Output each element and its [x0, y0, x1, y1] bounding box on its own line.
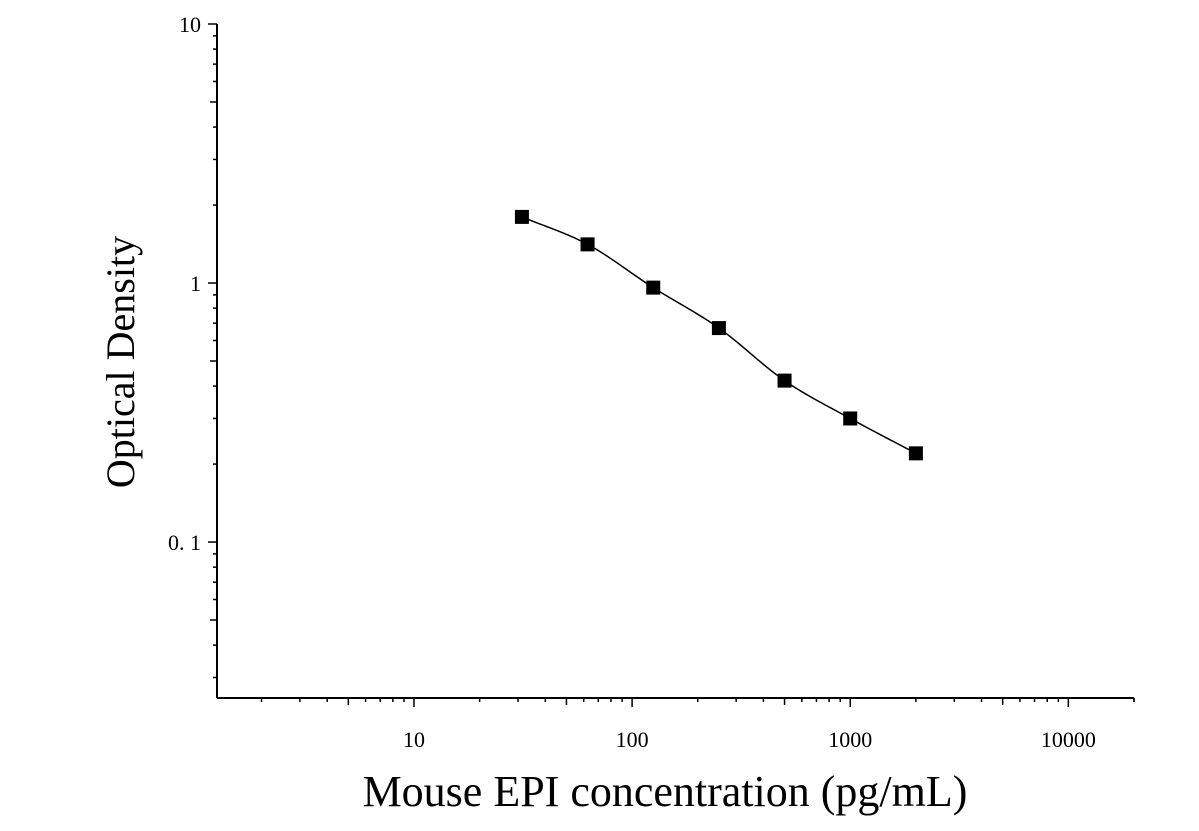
y-axis-title: Optical Density — [98, 236, 143, 488]
y-tick-label: 1 — [190, 271, 201, 296]
x-axis-title: Mouse EPI concentration (pg/mL) — [363, 767, 968, 816]
y-tick-label: 10 — [179, 12, 201, 37]
axes — [216, 24, 1134, 699]
x-tick-label: 100 — [616, 727, 649, 752]
data-point-marker — [777, 373, 792, 388]
data-point-marker — [646, 280, 661, 295]
data-point-marker — [514, 209, 529, 224]
x-tick-label: 10000 — [1041, 727, 1096, 752]
data-points — [514, 209, 923, 461]
x-tick-label: 1000 — [828, 727, 872, 752]
data-point-marker — [843, 411, 858, 426]
x-tick-label: 10 — [403, 727, 425, 752]
y-tick-label: 0. 1 — [168, 530, 201, 555]
axis-ticks — [208, 23, 1135, 707]
tick-labels: 10 100 1000 10000 0. 1 1 10 — [168, 12, 1096, 752]
data-point-marker — [580, 237, 595, 252]
data-point-marker — [711, 321, 726, 336]
data-point-marker — [908, 446, 923, 461]
